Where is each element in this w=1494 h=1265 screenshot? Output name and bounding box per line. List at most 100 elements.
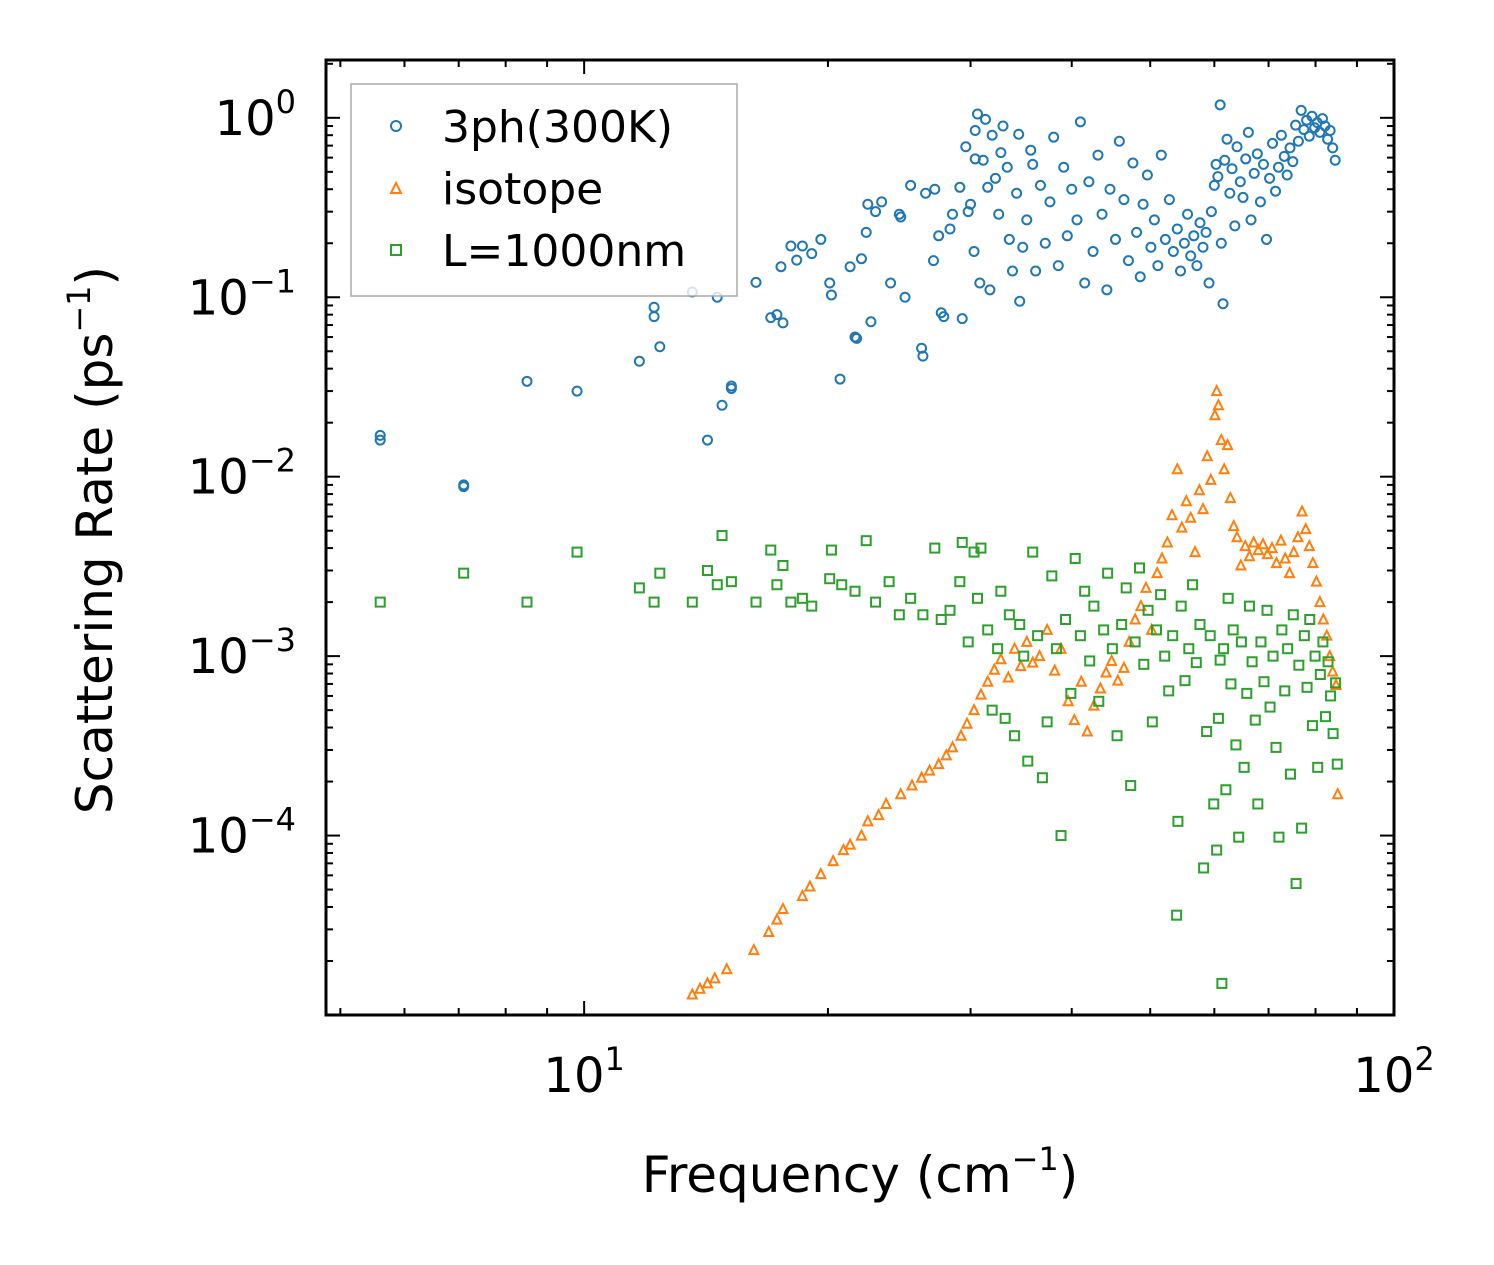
data-point	[1208, 408, 1222, 421]
data-point	[1201, 726, 1213, 738]
data-point	[1058, 161, 1070, 173]
data-point	[633, 582, 645, 594]
data-point	[701, 434, 713, 446]
data-point	[1175, 265, 1187, 277]
data-point	[861, 814, 874, 827]
data-point	[1001, 161, 1013, 173]
data-point	[1222, 592, 1234, 604]
data-point	[938, 311, 950, 323]
data-point	[1139, 580, 1153, 593]
data-point	[1161, 535, 1174, 548]
data-point	[1295, 504, 1309, 517]
data-point	[1323, 648, 1336, 662]
data-point	[1074, 116, 1086, 128]
data-point	[849, 585, 861, 597]
data-point	[1211, 844, 1223, 856]
data-point	[1317, 636, 1329, 648]
data-point	[521, 375, 533, 387]
data-point	[776, 901, 790, 914]
data-point	[825, 289, 837, 301]
data-point	[932, 756, 945, 770]
data-point	[1303, 538, 1316, 552]
data-point	[972, 592, 984, 604]
x-axis-label: Frequency (cm−1)	[642, 1140, 1079, 1204]
data-point	[1167, 630, 1179, 642]
data-point	[686, 987, 699, 1000]
data-point	[944, 604, 956, 616]
data-point	[923, 763, 936, 776]
data-point	[1264, 701, 1276, 713]
data-point	[1196, 501, 1210, 515]
data-point	[1065, 687, 1077, 699]
data-point	[1188, 230, 1200, 242]
data-point	[995, 147, 1007, 159]
data-point	[1039, 237, 1051, 249]
data-point	[1233, 831, 1245, 843]
data-point	[967, 702, 981, 716]
data-point	[933, 230, 945, 242]
legend-label-l1000nm: L=1000nm	[442, 226, 686, 277]
data-point	[1274, 533, 1288, 546]
data-point	[1187, 579, 1199, 591]
data-point	[1267, 137, 1279, 149]
data-point	[1036, 772, 1048, 784]
data-point	[1283, 565, 1296, 579]
data-point	[1171, 223, 1183, 235]
data-point	[1155, 589, 1167, 601]
data-point	[1175, 520, 1188, 533]
data-point	[1329, 154, 1341, 166]
data-point	[1319, 711, 1331, 723]
data-point	[1159, 650, 1171, 662]
data-point	[1298, 124, 1310, 136]
data-point	[960, 141, 972, 153]
data-point	[1325, 690, 1337, 702]
data-point	[1238, 761, 1250, 773]
data-point	[827, 853, 840, 867]
data-point	[1014, 619, 1026, 631]
data-point	[1027, 546, 1039, 558]
data-point	[648, 311, 660, 323]
data-point	[815, 233, 827, 245]
data-point	[762, 924, 775, 938]
data-point	[1003, 609, 1015, 621]
data-point	[785, 596, 797, 608]
data-point	[975, 542, 987, 554]
data-point	[843, 837, 857, 850]
data-point	[711, 579, 723, 591]
data-point	[1127, 157, 1139, 169]
data-point	[929, 542, 941, 554]
data-point	[1287, 609, 1299, 621]
data-point	[1041, 622, 1054, 635]
data-point	[1215, 432, 1228, 446]
data-point	[1151, 565, 1164, 579]
data-point	[458, 481, 470, 493]
data-point	[968, 245, 980, 257]
data-point	[1261, 233, 1273, 245]
data-point	[708, 971, 721, 984]
data-point	[1310, 574, 1323, 587]
data-point	[1163, 194, 1175, 206]
data-point	[374, 596, 386, 608]
data-point	[1183, 643, 1195, 655]
data-point	[1214, 654, 1226, 666]
data-point	[1027, 158, 1039, 170]
data-point	[1212, 712, 1224, 724]
data-point	[1172, 815, 1184, 827]
data-point	[1034, 179, 1046, 191]
data-point	[876, 196, 888, 208]
data-point	[1208, 179, 1220, 191]
data-point	[1252, 542, 1265, 556]
data-point	[1234, 176, 1246, 188]
data-point	[1290, 119, 1302, 131]
data-point	[825, 544, 837, 556]
data-point	[1006, 265, 1018, 277]
data-point	[458, 567, 470, 579]
data-point	[1248, 167, 1260, 179]
y-axis-label: Scattering Rate (ps−1)	[60, 266, 124, 814]
data-point	[1071, 214, 1083, 226]
data-point	[1146, 716, 1158, 728]
data-point	[855, 828, 868, 841]
data-point	[1306, 555, 1319, 569]
data-point	[1246, 656, 1258, 668]
